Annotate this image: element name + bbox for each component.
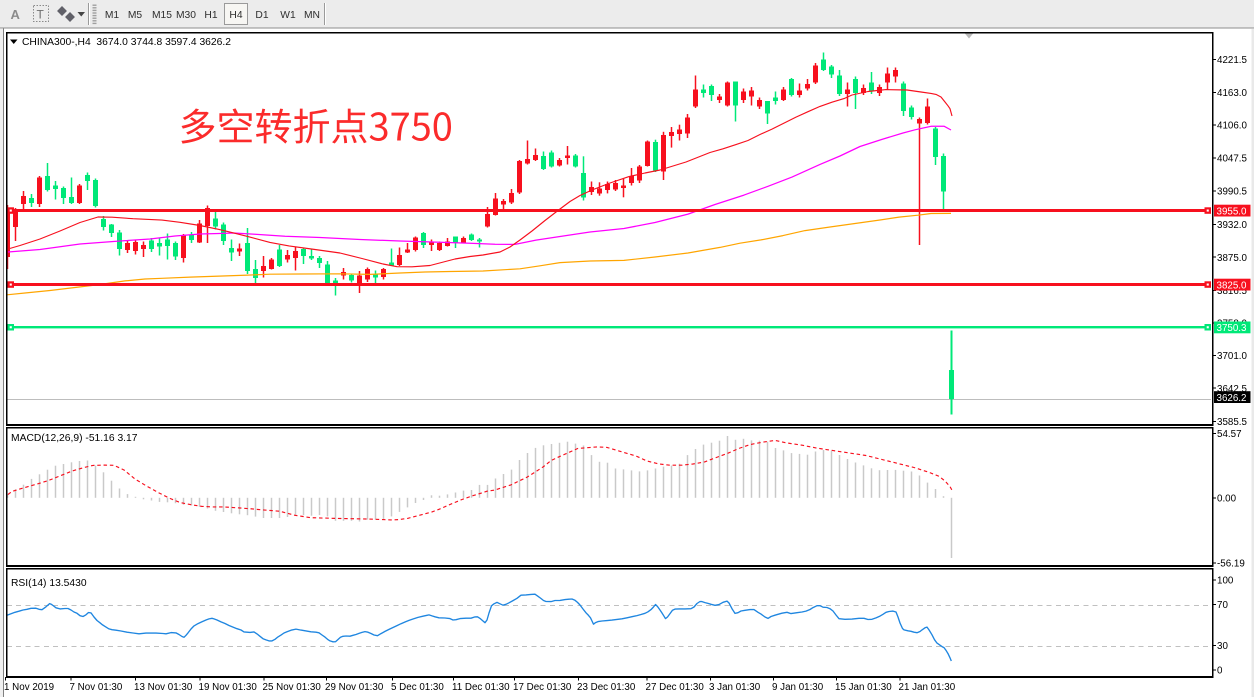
svg-text:3750.3: 3750.3 bbox=[1217, 323, 1248, 334]
svg-text:3585.5: 3585.5 bbox=[1217, 417, 1248, 428]
svg-text:27 Dec 01:30: 27 Dec 01:30 bbox=[646, 682, 705, 693]
svg-text:70: 70 bbox=[1217, 600, 1228, 611]
svg-text:100: 100 bbox=[1217, 576, 1234, 587]
svg-text:15 Jan 01:30: 15 Jan 01:30 bbox=[835, 682, 892, 693]
svg-text:4047.5: 4047.5 bbox=[1217, 154, 1248, 165]
svg-text:-56.19: -56.19 bbox=[1217, 558, 1245, 569]
svg-text:23 Dec 01:30: 23 Dec 01:30 bbox=[577, 682, 636, 693]
svg-text:19 Nov 01:30: 19 Nov 01:30 bbox=[199, 682, 258, 693]
svg-text:0.00: 0.00 bbox=[1217, 493, 1237, 504]
svg-text:9 Jan 01:30: 9 Jan 01:30 bbox=[772, 682, 824, 693]
svg-text:29 Nov 01:30: 29 Nov 01:30 bbox=[325, 682, 384, 693]
svg-text:H1: H1 bbox=[204, 10, 217, 21]
svg-text:3875.0: 3875.0 bbox=[1217, 253, 1248, 264]
svg-text:MN: MN bbox=[304, 10, 320, 21]
svg-text:D1: D1 bbox=[255, 10, 268, 21]
svg-text:0: 0 bbox=[1217, 666, 1223, 677]
svg-text:25 Nov 01:30: 25 Nov 01:30 bbox=[263, 682, 322, 693]
svg-text:T: T bbox=[37, 8, 45, 22]
svg-text:3701.0: 3701.0 bbox=[1217, 351, 1248, 362]
svg-text:3816.5: 3816.5 bbox=[1217, 286, 1248, 297]
svg-text:17 Dec 01:30: 17 Dec 01:30 bbox=[513, 682, 572, 693]
svg-text:M1: M1 bbox=[105, 10, 120, 21]
svg-text:3825.0: 3825.0 bbox=[1217, 280, 1248, 291]
svg-text:13 Nov 01:30: 13 Nov 01:30 bbox=[134, 682, 193, 693]
svg-text:W1: W1 bbox=[280, 10, 296, 21]
svg-text:M30: M30 bbox=[176, 10, 196, 21]
svg-text:3642.5: 3642.5 bbox=[1217, 384, 1248, 395]
svg-text:54.57: 54.57 bbox=[1217, 429, 1242, 440]
svg-text:7 Nov 01:30: 7 Nov 01:30 bbox=[70, 682, 123, 693]
svg-text:4106.0: 4106.0 bbox=[1217, 121, 1248, 132]
svg-text:3955.0: 3955.0 bbox=[1217, 206, 1248, 217]
svg-text:M15: M15 bbox=[152, 10, 172, 21]
svg-text:4163.0: 4163.0 bbox=[1217, 88, 1248, 99]
svg-text:M5: M5 bbox=[128, 10, 143, 21]
svg-text:21 Jan 01:30: 21 Jan 01:30 bbox=[899, 682, 956, 693]
svg-text:3990.5: 3990.5 bbox=[1217, 186, 1248, 197]
svg-text:11 Dec 01:30: 11 Dec 01:30 bbox=[452, 682, 510, 693]
svg-text:MACD(12,26,9) -51.16 3.17: MACD(12,26,9) -51.16 3.17 bbox=[11, 433, 138, 444]
svg-text:CHINA300-,H4 3674.0 3744.8 35: CHINA300-,H4 3674.0 3744.8 3597.4 3626.2 bbox=[22, 37, 231, 48]
svg-text:1 Nov 2019: 1 Nov 2019 bbox=[4, 682, 54, 693]
svg-text:A: A bbox=[11, 7, 21, 22]
svg-text:3 Jan 01:30: 3 Jan 01:30 bbox=[709, 682, 761, 693]
svg-text:5 Dec 01:30: 5 Dec 01:30 bbox=[391, 682, 444, 693]
svg-text:30: 30 bbox=[1217, 641, 1228, 652]
svg-text:H4: H4 bbox=[229, 10, 242, 21]
svg-text:4221.5: 4221.5 bbox=[1217, 55, 1248, 66]
svg-text:RSI(14) 13.5430: RSI(14) 13.5430 bbox=[11, 578, 87, 589]
svg-text:3626.2: 3626.2 bbox=[1217, 393, 1247, 404]
svg-text:3932.0: 3932.0 bbox=[1217, 220, 1248, 231]
